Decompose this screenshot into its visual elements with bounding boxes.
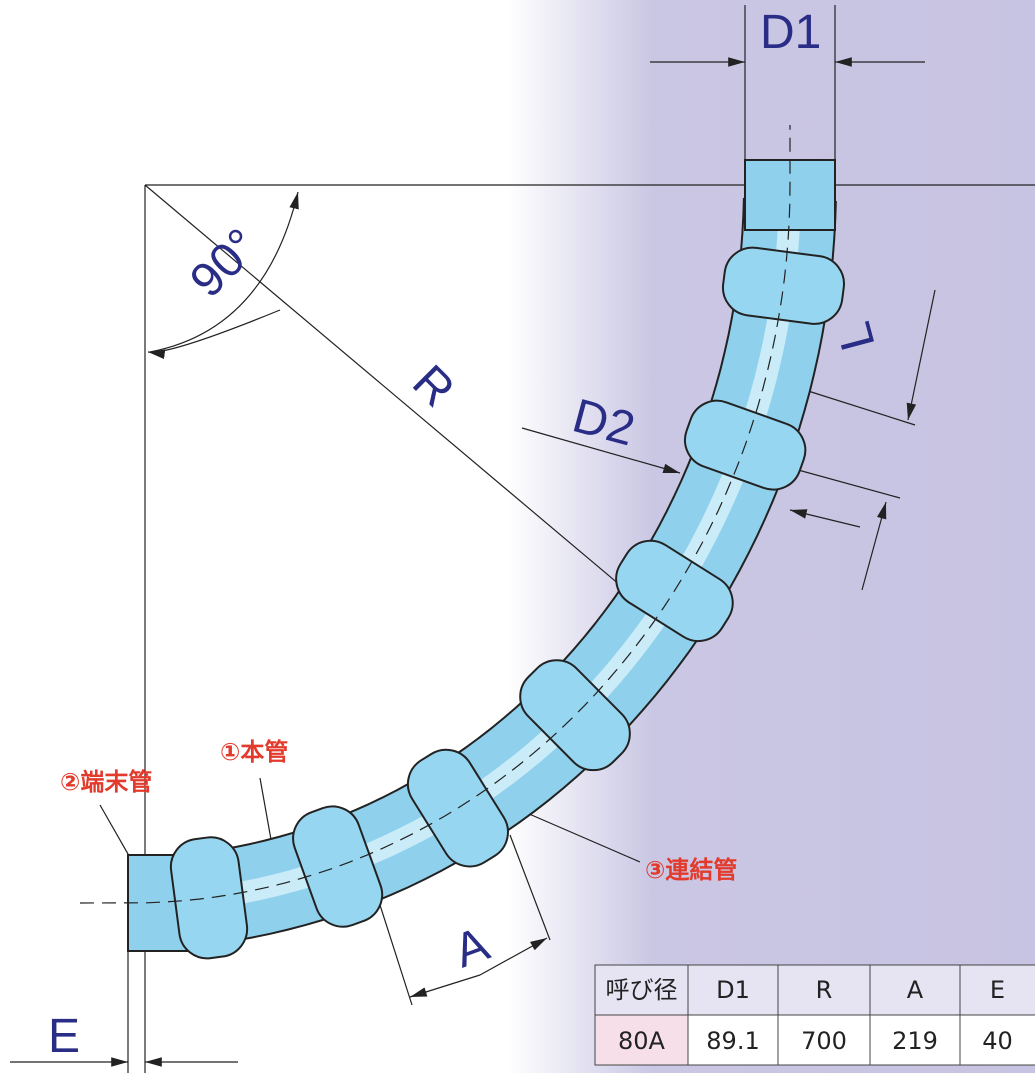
page: D1 90° R D2 L A E ②端末管 ①本管 ③連結管 呼び径D1RAE… [0,0,1035,1073]
label-e: E [48,1010,80,1063]
table-value: 80A [618,1027,666,1055]
part-end: ②端末管 [60,768,152,796]
table-header: A [907,976,924,1004]
part-main: ①本管 [220,738,288,766]
label-d1: D1 [760,6,821,59]
table-header: R [816,976,833,1004]
table-value: 700 [801,1027,847,1055]
spec-table: 呼び径 D1 R A E 80A 89.1 700 219 40 [595,965,1035,1065]
table-value: 89.1 [706,1027,759,1055]
table-header: 呼び径 [606,976,678,1004]
diagram: D1 90° R D2 L A E ②端末管 ①本管 ③連結管 呼び径D1RAE… [0,0,1035,1073]
table-header: D1 [716,976,750,1004]
table-value: 40 [982,1027,1013,1055]
part-joint: ③連結管 [645,856,737,884]
table-header: E [990,976,1005,1004]
table-value: 219 [892,1027,938,1055]
